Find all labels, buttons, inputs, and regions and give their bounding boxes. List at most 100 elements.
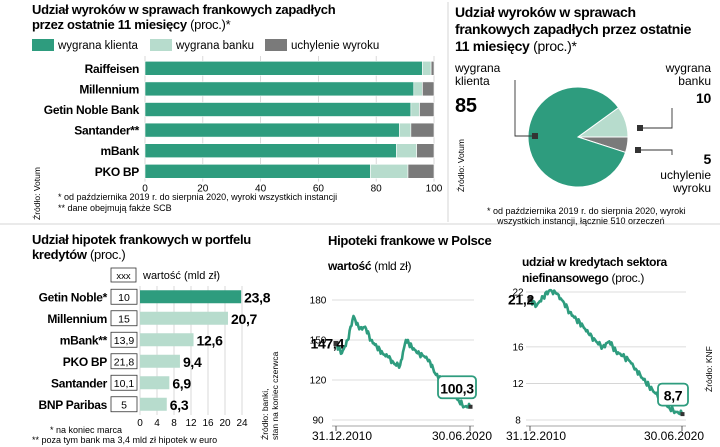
panel1-title-bold: przez ostatnie 11 miesięcy — [32, 17, 188, 32]
panel-verdicts-by-bank: Udział wyroków w sprawach frankowych zap… — [32, 2, 443, 220]
pie-slice-wygrana-klienta — [527, 86, 627, 188]
panel2-title-line1: Udział wyroków w sprawach — [455, 4, 636, 20]
bar-santander — [140, 376, 170, 390]
panel4-sub1: wartość (mld zł) — [327, 259, 412, 273]
start-point — [527, 296, 533, 302]
x-tick-label: 24 — [236, 418, 248, 429]
panel2-footnote2: wszystkich instancji, łącznie 510 orzecz… — [496, 216, 665, 226]
bar-value-label: 6,9 — [172, 375, 191, 391]
pie-label-dismiss-line1: uchylenie — [660, 168, 711, 182]
panel3-title-line2: kredytów (proc.) — [32, 247, 125, 262]
panel4-sub1-rest: (mld zł) — [371, 259, 411, 273]
y-tick-label: 180 — [310, 296, 327, 307]
bar-millennium-uchylenie-wyroku — [422, 81, 435, 97]
panel3-footnote1: * na koniec marca — [50, 425, 122, 435]
legend-label-dismiss: uchylenie wyroku — [291, 40, 379, 52]
panel1-category-labels: Raiffeisen Millennium Getin Noble Bank Sant… — [44, 62, 140, 179]
pie-label-client-line2: klienta — [455, 74, 490, 88]
bar-santander-wygrana-banku — [399, 122, 412, 138]
y-tick-label: 150 — [310, 336, 327, 347]
bar-raiffeisen-wygrana-klienta — [144, 60, 423, 76]
legend-label-bank: wygrana banku — [175, 40, 254, 52]
x-tick-label: 20 — [197, 184, 209, 195]
value-box-text: 10 — [118, 292, 130, 304]
value-box-text: 21,8 — [114, 356, 135, 368]
bar-mbank-uchylenie-wyroku — [416, 143, 435, 158]
category-label: PKO BP — [95, 165, 140, 179]
category-label: Millennium — [79, 82, 139, 96]
value-box — [110, 288, 138, 305]
panel3-title-bold: kredytów — [32, 247, 88, 262]
panel3-x-ticks: 0 4 8 12 16 20 24 — [137, 418, 248, 429]
bar-millennium-wygrana-klienta — [144, 81, 415, 97]
category-label: Santander** — [74, 124, 139, 138]
panel2-title-bold: 11 miesięcy — [455, 38, 530, 54]
panel1-bars — [144, 60, 435, 179]
legend-swatch-dismiss — [265, 39, 287, 51]
panel2-chart — [514, 80, 673, 188]
bar-millennium — [140, 311, 228, 325]
panel4-sub2-line2: niefinansowego (proc.) — [522, 271, 644, 285]
leader-client — [514, 80, 535, 137]
category-label: PKO BP — [63, 355, 108, 369]
bar-value-label: 20,7 — [231, 311, 258, 327]
value-box — [110, 374, 138, 391]
panel4-sub2-bold: niefinansowego — [522, 271, 608, 285]
x-tick-label: 4 — [154, 418, 160, 429]
pie-label-bank-line1: wygrana — [665, 61, 712, 75]
panel1-footnote2: ** dane obejmują fakże SCB — [58, 203, 172, 213]
x-tick-label: 20 — [219, 418, 231, 429]
bar-value-label: 12,6 — [197, 332, 224, 348]
end-value-box — [657, 382, 689, 407]
legend-swatch-client — [32, 39, 54, 51]
panel3-source-line1: Źródło: banki, — [260, 389, 270, 441]
y-tick-label: 12 — [512, 379, 524, 390]
y-tick-label: 8 — [515, 416, 521, 427]
panel2-title-line3: 11 miesięcy (proc.)* — [455, 38, 578, 54]
panel4-sub2-rest: (proc.) — [608, 271, 644, 285]
y-tick-label: 22 — [512, 288, 524, 299]
x-tick-label: 40 — [255, 184, 267, 195]
bar-santander-wygrana-klienta — [144, 122, 400, 138]
pie-label-dismiss-line2: wyroku — [672, 181, 711, 195]
value-box — [110, 396, 138, 413]
value-box-text: 10,1 — [114, 378, 135, 390]
x-tick-label: 0 — [142, 184, 148, 195]
value-box — [110, 331, 138, 348]
bar-getin-noble-bank-uchylenie-wyroku — [419, 102, 435, 117]
start-point — [333, 340, 339, 346]
panel-verdicts-total: Udział wyroków w sprawach frankowych zap… — [454, 4, 712, 226]
panel3-title-line1: Udział hipotek frankowych w portfelu — [32, 232, 251, 247]
x-tick-label: 31.12.2010 — [506, 429, 566, 443]
panel2-title-rest: (proc.)* — [530, 38, 578, 54]
leader-bank-dot — [637, 125, 643, 131]
bar-pko-bp-wygrana-klienta — [144, 164, 371, 179]
panel1-title-line2: przez ostatnie 11 miesięcy (proc.)* — [32, 17, 231, 32]
pie-label-client-line1: wygrana — [454, 61, 501, 75]
x-tick-label: 100 — [426, 184, 443, 195]
bar-getin-noble — [140, 290, 242, 304]
panel2-footnote1: * od października 2019 r. do sierpnia 20… — [487, 206, 686, 216]
y-tick-label: 90 — [312, 416, 324, 427]
panel-chf-mortgages-poland: Hipoteki frankowe w Polsce wartość (mld … — [310, 233, 714, 443]
panel4-source: Źródło: KNF — [704, 346, 714, 392]
panel3-source-line2: stan na koniec czerwca — [270, 351, 280, 440]
end-point — [680, 412, 685, 417]
legend-value-box-text: xxx — [116, 271, 131, 282]
panel1-footnote1: * od października 2019 r. do sierpnia 20… — [58, 192, 337, 202]
panel4-share-chart: 8 12 16 22 31.12.2010 30.06.2020 21,2 8,7 — [506, 288, 704, 444]
value-box — [110, 353, 138, 370]
panel3-title-rest: (proc.) — [87, 247, 126, 262]
x-tick-label: 80 — [371, 184, 383, 195]
value-box — [110, 310, 138, 327]
bar-value-label: 6,3 — [170, 397, 189, 413]
panel1-legend: wygrana klienta wygrana banku uchylenie … — [32, 39, 379, 52]
panel4-sub2-line1: udział w kredytach sektora — [522, 255, 668, 269]
x-tick-label: 31.12.2010 — [312, 429, 372, 443]
legend-label-client: wygrana klienta — [57, 40, 139, 52]
y-tick-label: 120 — [310, 376, 327, 387]
panel3-category-labels: Getin Noble* Millennium mBank** PKO BP Santa… — [38, 290, 107, 412]
category-label: mBank** — [60, 333, 108, 347]
bar-raiffeisen-wygrana-banku — [422, 60, 432, 76]
category-label: Getin Noble Bank — [44, 103, 140, 117]
